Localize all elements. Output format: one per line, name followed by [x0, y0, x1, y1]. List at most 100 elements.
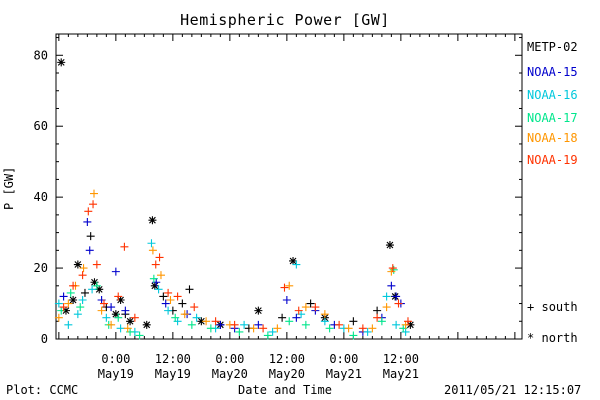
legend-marker-south: + south	[527, 300, 578, 314]
data-point-south	[240, 320, 249, 329]
data-point-south	[173, 292, 182, 301]
data-point-south	[373, 313, 382, 322]
data-point-south	[301, 303, 310, 312]
data-point-south	[392, 292, 401, 301]
x-tick-label-date: May21	[326, 367, 362, 381]
data-point-north	[289, 256, 298, 265]
data-point-south	[156, 271, 165, 280]
legend-marker-north-label: north	[541, 331, 578, 345]
data-point-south	[164, 288, 173, 297]
data-point-south	[166, 295, 175, 304]
data-point-south	[254, 320, 263, 329]
data-point-south	[206, 324, 215, 333]
legend-marker-south-label: south	[541, 300, 578, 314]
data-point-north	[150, 281, 159, 290]
data-point-south	[88, 285, 97, 294]
legend-series-noaa15: NOAA-15	[527, 65, 578, 79]
data-point-south	[273, 324, 282, 333]
y-tick-label: 0	[41, 332, 48, 346]
data-point-south	[180, 310, 189, 319]
data-point-south	[90, 189, 99, 198]
x-tick-label-date: May20	[212, 367, 248, 381]
legend-series-metp02: METP-02	[527, 40, 578, 54]
data-point-south	[388, 264, 397, 273]
data-point-south	[111, 267, 120, 276]
data-point-south	[161, 299, 170, 308]
data-point-south	[278, 313, 287, 322]
data-point-south	[368, 324, 377, 333]
data-point-north	[111, 310, 120, 319]
data-point-north	[73, 260, 82, 269]
data-point-south	[99, 299, 108, 308]
data-point-south	[79, 264, 88, 273]
data-point-north	[57, 58, 66, 67]
legend-marker-north-symbol: *	[527, 331, 535, 345]
data-point-south	[382, 292, 391, 301]
data-point-south	[363, 327, 372, 336]
data-point-south	[59, 303, 68, 312]
data-point-north	[254, 306, 263, 315]
data-point-south	[123, 324, 132, 333]
data-point-south	[292, 260, 301, 269]
data-point-south	[80, 288, 89, 297]
data-point-south	[84, 207, 93, 216]
legend-series-noaa19: NOAA-19	[527, 153, 578, 167]
data-point-south	[151, 260, 160, 269]
plot-timestamp: 2011/05/21 12:15:07	[444, 383, 582, 397]
data-point-south	[268, 327, 277, 336]
x-axis-label: Date and Time	[238, 383, 332, 397]
data-point-north	[69, 295, 78, 304]
data-point-south	[263, 331, 272, 340]
data-point-south	[285, 317, 294, 326]
data-point-south	[89, 200, 98, 209]
data-point-south	[292, 313, 301, 322]
y-tick-label: 20	[34, 261, 48, 275]
data-point-south	[114, 313, 123, 322]
data-point-south	[192, 313, 201, 322]
data-point-south	[121, 306, 130, 315]
data-point-south	[107, 303, 116, 312]
data-point-south	[66, 288, 75, 297]
data-point-south	[249, 324, 258, 333]
data-point-south	[54, 299, 63, 308]
data-point-south	[259, 324, 268, 333]
data-point-north	[385, 241, 394, 250]
data-point-south	[301, 320, 310, 329]
data-point-south	[171, 313, 180, 322]
data-point-north	[197, 317, 206, 326]
data-point-south	[187, 320, 196, 329]
data-point-south	[392, 320, 401, 329]
data-point-south	[377, 317, 386, 326]
data-point-south	[358, 324, 367, 333]
x-tick-label-date: May20	[269, 367, 305, 381]
plot-frame	[55, 33, 523, 340]
data-point-south	[135, 331, 144, 340]
data-point-south	[149, 274, 158, 283]
data-point-south	[159, 292, 168, 301]
data-point-south	[83, 217, 92, 226]
data-point-south	[164, 306, 173, 315]
data-point-south	[120, 242, 129, 251]
data-point-south	[69, 281, 78, 290]
y-tick-label: 80	[34, 48, 48, 62]
data-point-south	[107, 320, 116, 329]
data-point-south	[349, 317, 358, 326]
data-point-north	[126, 317, 135, 326]
data-point-south	[216, 320, 225, 329]
data-point-south	[54, 313, 63, 322]
data-point-south	[294, 306, 303, 315]
data-point-south	[102, 313, 111, 322]
data-point-south	[211, 317, 220, 326]
data-point-south	[92, 281, 101, 290]
plot-credit: Plot: CCMC	[6, 383, 79, 397]
x-tick-label-date: May19	[98, 367, 134, 381]
data-point-south	[235, 327, 244, 336]
data-point-north	[406, 320, 415, 329]
data-point-south	[178, 299, 187, 308]
data-point-south	[64, 299, 73, 308]
data-point-south	[280, 283, 289, 292]
legend-series-noaa18: NOAA-18	[527, 131, 578, 145]
data-point-south	[349, 331, 358, 340]
data-point-south	[185, 285, 194, 294]
